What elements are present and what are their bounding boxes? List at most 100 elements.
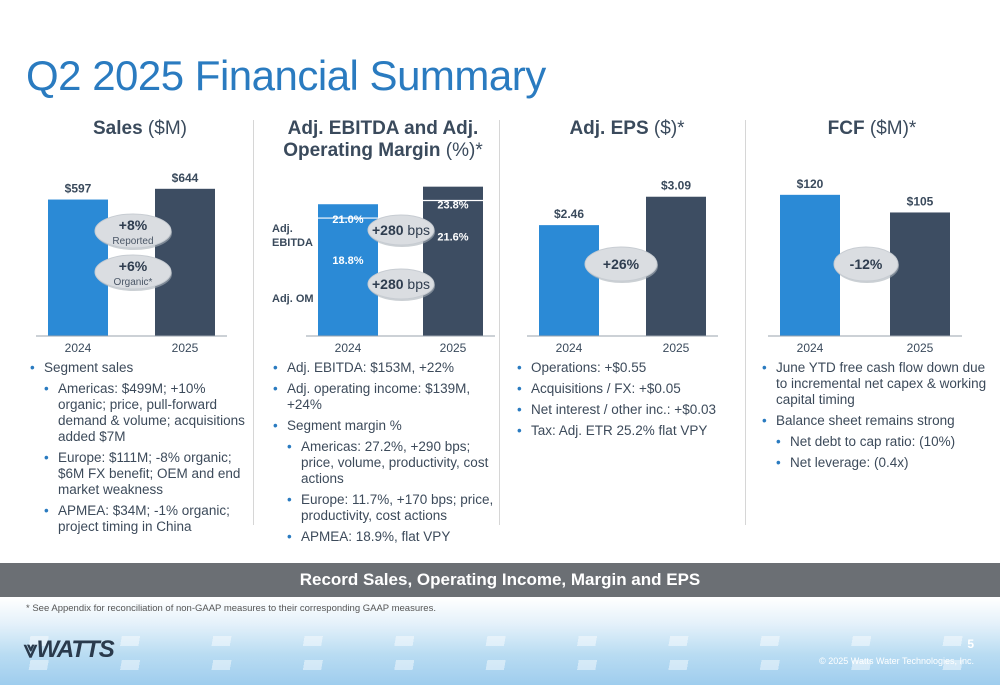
page-title: Q2 2025 Financial Summary [26,52,546,99]
margin-chart: 21.0% 18.8% 2024 23.8% 21.6% 2025 Adj. EBITDA Ad… [263,146,503,356]
om-value-label: 21.6% [437,231,468,243]
sales-header-unit: ($M) [142,118,187,139]
bullet-item: Net leverage: (0.4x) [776,455,987,471]
eps-value-label: $2.46 [554,207,584,221]
organic-growth-bubble-label: +6% [119,258,148,274]
reported-growth-bubble-sublabel: Reported [112,236,153,247]
fcf-header-unit: ($M)* [864,118,917,139]
bullet-item: Net interest / other inc.: +$0.03 [517,402,742,418]
eps-bar-2024 [539,225,599,336]
bullet-item: APMEA: 18.9%, flat VPY [287,529,498,545]
wave-decoration [0,636,1000,646]
fcf-value-label: $105 [907,194,934,208]
eps-chart: $2.46 2024 $3.09 2025 +26% [507,146,747,356]
bullet-item: Segment margin % [273,418,498,434]
watts-logo: ⩔WATTS [24,636,115,664]
bullet-item: June YTD free cash flow down due to incr… [762,360,987,408]
column-divider [745,120,746,525]
fcf-header-bold: FCF [827,118,865,139]
bullet-item: Segment sales [30,360,255,376]
bullet-item: Europe: 11.7%, +170 bps; price, producti… [287,492,498,524]
bullet-item: Adj. EBITDA: $153M, +22% [273,360,498,376]
bullet-item: Adj. operating income: $139M, +24% [273,381,498,413]
legend-ebitda-label: Adj. [272,223,293,235]
eps-chart-svg: $2.46 2024 $3.09 2025 +26% [527,179,718,355]
fcf-growth-bubble [833,246,899,282]
margin-column: Adj. EBITDA and Adj. Operating Margin (%… [263,118,503,545]
sales-chart-svg: $597 2024 $644 2025 +8% Reported +6% Organic* [36,171,227,355]
margin-bar-2025 [423,186,483,336]
bullet-item: Europe: $111M; -8% organic; $6M FX benef… [44,450,255,498]
om-growth-bubble-label: +280 bps [372,276,430,292]
bullet-item: Acquisitions / FX: +$0.05 [517,381,742,397]
margin-header-unit: (%)* [440,140,483,161]
fcf-header: FCF ($M)* [752,118,992,140]
legend-om-label: Adj. OM [272,293,314,305]
logo-text: WATTS [36,636,115,663]
fcf-bar-2024 [780,194,840,336]
eps-column: Adj. EPS ($)* $2.46 2024 $3.09 2025 +26% Ope… [507,118,747,528]
bullet-item: Tax: Adj. ETR 25.2% flat VPY [517,423,742,439]
eps-header-unit: ($)* [648,118,685,139]
wave-decoration [0,660,1000,670]
fcf-tick-label: 2024 [797,341,824,355]
bullet-item: Americas: $499M; +10% organic; price, pu… [44,381,255,445]
eps-header: Adj. EPS ($)* [507,118,747,140]
margin-tick-label: 2024 [335,341,362,355]
water-background [0,598,1000,685]
fcf-bullets: June YTD free cash flow down due to incr… [762,360,987,476]
sales-column: Sales ($M) $597 2024 $644 2025 +8% Reported +6… [20,118,260,534]
summary-banner: Record Sales, Operating Income, Margin a… [0,563,1000,597]
sales-value-label: $644 [172,171,199,185]
fcf-column: FCF ($M)* $120 2024 $105 2025 -12% June YTD … [752,118,992,528]
reported-growth-bubble-label: +8% [119,217,148,233]
margin-tick-label: 2025 [440,341,467,355]
bullet-item: APMEA: $34M; -1% organic; project timing… [44,503,255,535]
reported-growth-bubble [94,213,172,249]
fcf-chart: $120 2024 $105 2025 -12% [752,146,992,356]
eps-growth-bubble [584,246,658,282]
margin-bullets: Adj. EBITDA: $153M, +22% Adj. operating i… [273,360,498,550]
fcf-growth-bubble-label: -12% [850,256,883,272]
ebitda-value-label: 23.8% [437,200,468,212]
sales-tick-label: 2024 [65,341,92,355]
page-number: 5 [967,637,974,651]
eps-value-label: $3.09 [661,179,691,193]
bullet-item: Net debt to cap ratio: (10%) [776,434,987,450]
margin-header: Adj. EBITDA and Adj. Operating Margin (%… [263,118,503,162]
eps-tick-label: 2025 [663,341,690,355]
om-value-label: 18.8% [332,255,363,267]
column-divider [499,120,500,525]
om-growth-bubble [367,268,435,300]
eps-growth-bubble-label: +26% [603,256,640,272]
footnote: * See Appendix for reconciliation of non… [26,603,436,614]
fcf-bar-2025 [890,212,950,336]
sales-chart: $597 2024 $644 2025 +8% Reported +6% Organic* [20,146,260,356]
eps-header-bold: Adj. EPS [569,118,649,139]
copyright: © 2025 Watts Water Technologies, Inc. [819,656,974,666]
margin-bar-2024 [318,204,378,336]
ebitda-growth-bubble-label: +280 bps [372,222,430,238]
margin-header-bold: Adj. EBITDA and Adj. Operating Margin [283,118,479,161]
organic-growth-bubble-sublabel: Organic* [114,277,153,288]
ebitda-value-label: 21.0% [332,214,363,226]
fcf-value-label: $120 [797,177,824,191]
margin-chart-svg: 21.0% 18.8% 2024 23.8% 21.6% 2025 Adj. EBITDA Ad… [272,186,495,355]
bullet-item: Americas: 27.2%, +290 bps; price, volume… [287,439,498,487]
fcf-chart-svg: $120 2024 $105 2025 -12% [768,177,962,355]
sales-tick-label: 2025 [172,341,199,355]
fcf-tick-label: 2025 [907,341,934,355]
bullet-item: Balance sheet remains strong [762,413,987,429]
column-divider [253,120,254,525]
logo-mark-icon: ⩔ [24,636,38,663]
bullet-item: Operations: +$0.55 [517,360,742,376]
sales-header-bold: Sales [93,118,143,139]
eps-tick-label: 2024 [556,341,583,355]
eps-bullets: Operations: +$0.55 Acquisitions / FX: +$0… [517,360,742,444]
legend-ebitda-label: EBITDA [272,237,313,249]
sales-value-label: $597 [65,182,92,196]
sales-header: Sales ($M) [20,118,260,140]
sales-bullets: Segment sales Americas: $499M; +10% organ… [30,360,255,540]
organic-growth-bubble [94,254,172,290]
ebitda-growth-bubble [367,214,435,246]
